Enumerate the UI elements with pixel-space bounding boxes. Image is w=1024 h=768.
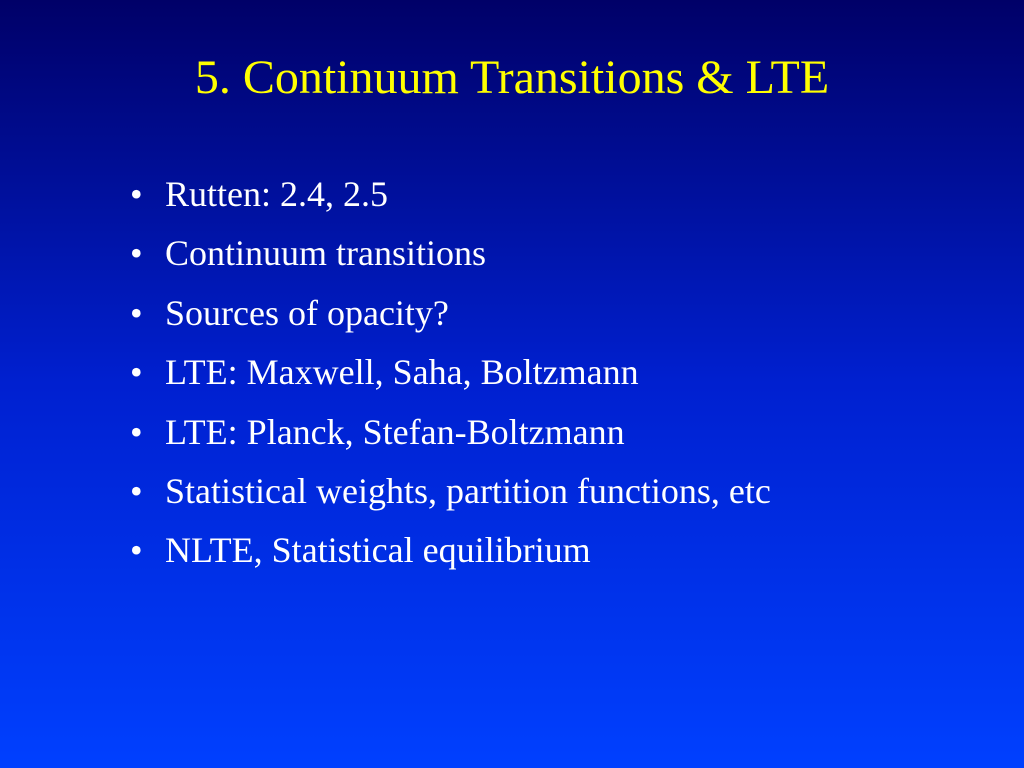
list-item: Rutten: 2.4, 2.5 <box>130 165 944 224</box>
list-item: LTE: Planck, Stefan-Boltzmann <box>130 403 944 462</box>
slide-container: 5. Continuum Transitions & LTE Rutten: 2… <box>0 0 1024 768</box>
list-item: Sources of opacity? <box>130 284 944 343</box>
list-item: Continuum transitions <box>130 224 944 283</box>
slide-title: 5. Continuum Transitions & LTE <box>80 50 944 105</box>
list-item: LTE: Maxwell, Saha, Boltzmann <box>130 343 944 402</box>
bullet-list: Rutten: 2.4, 2.5 Continuum transitions S… <box>100 165 944 581</box>
list-item: Statistical weights, partition functions… <box>130 462 944 521</box>
list-item: NLTE, Statistical equilibrium <box>130 521 944 580</box>
